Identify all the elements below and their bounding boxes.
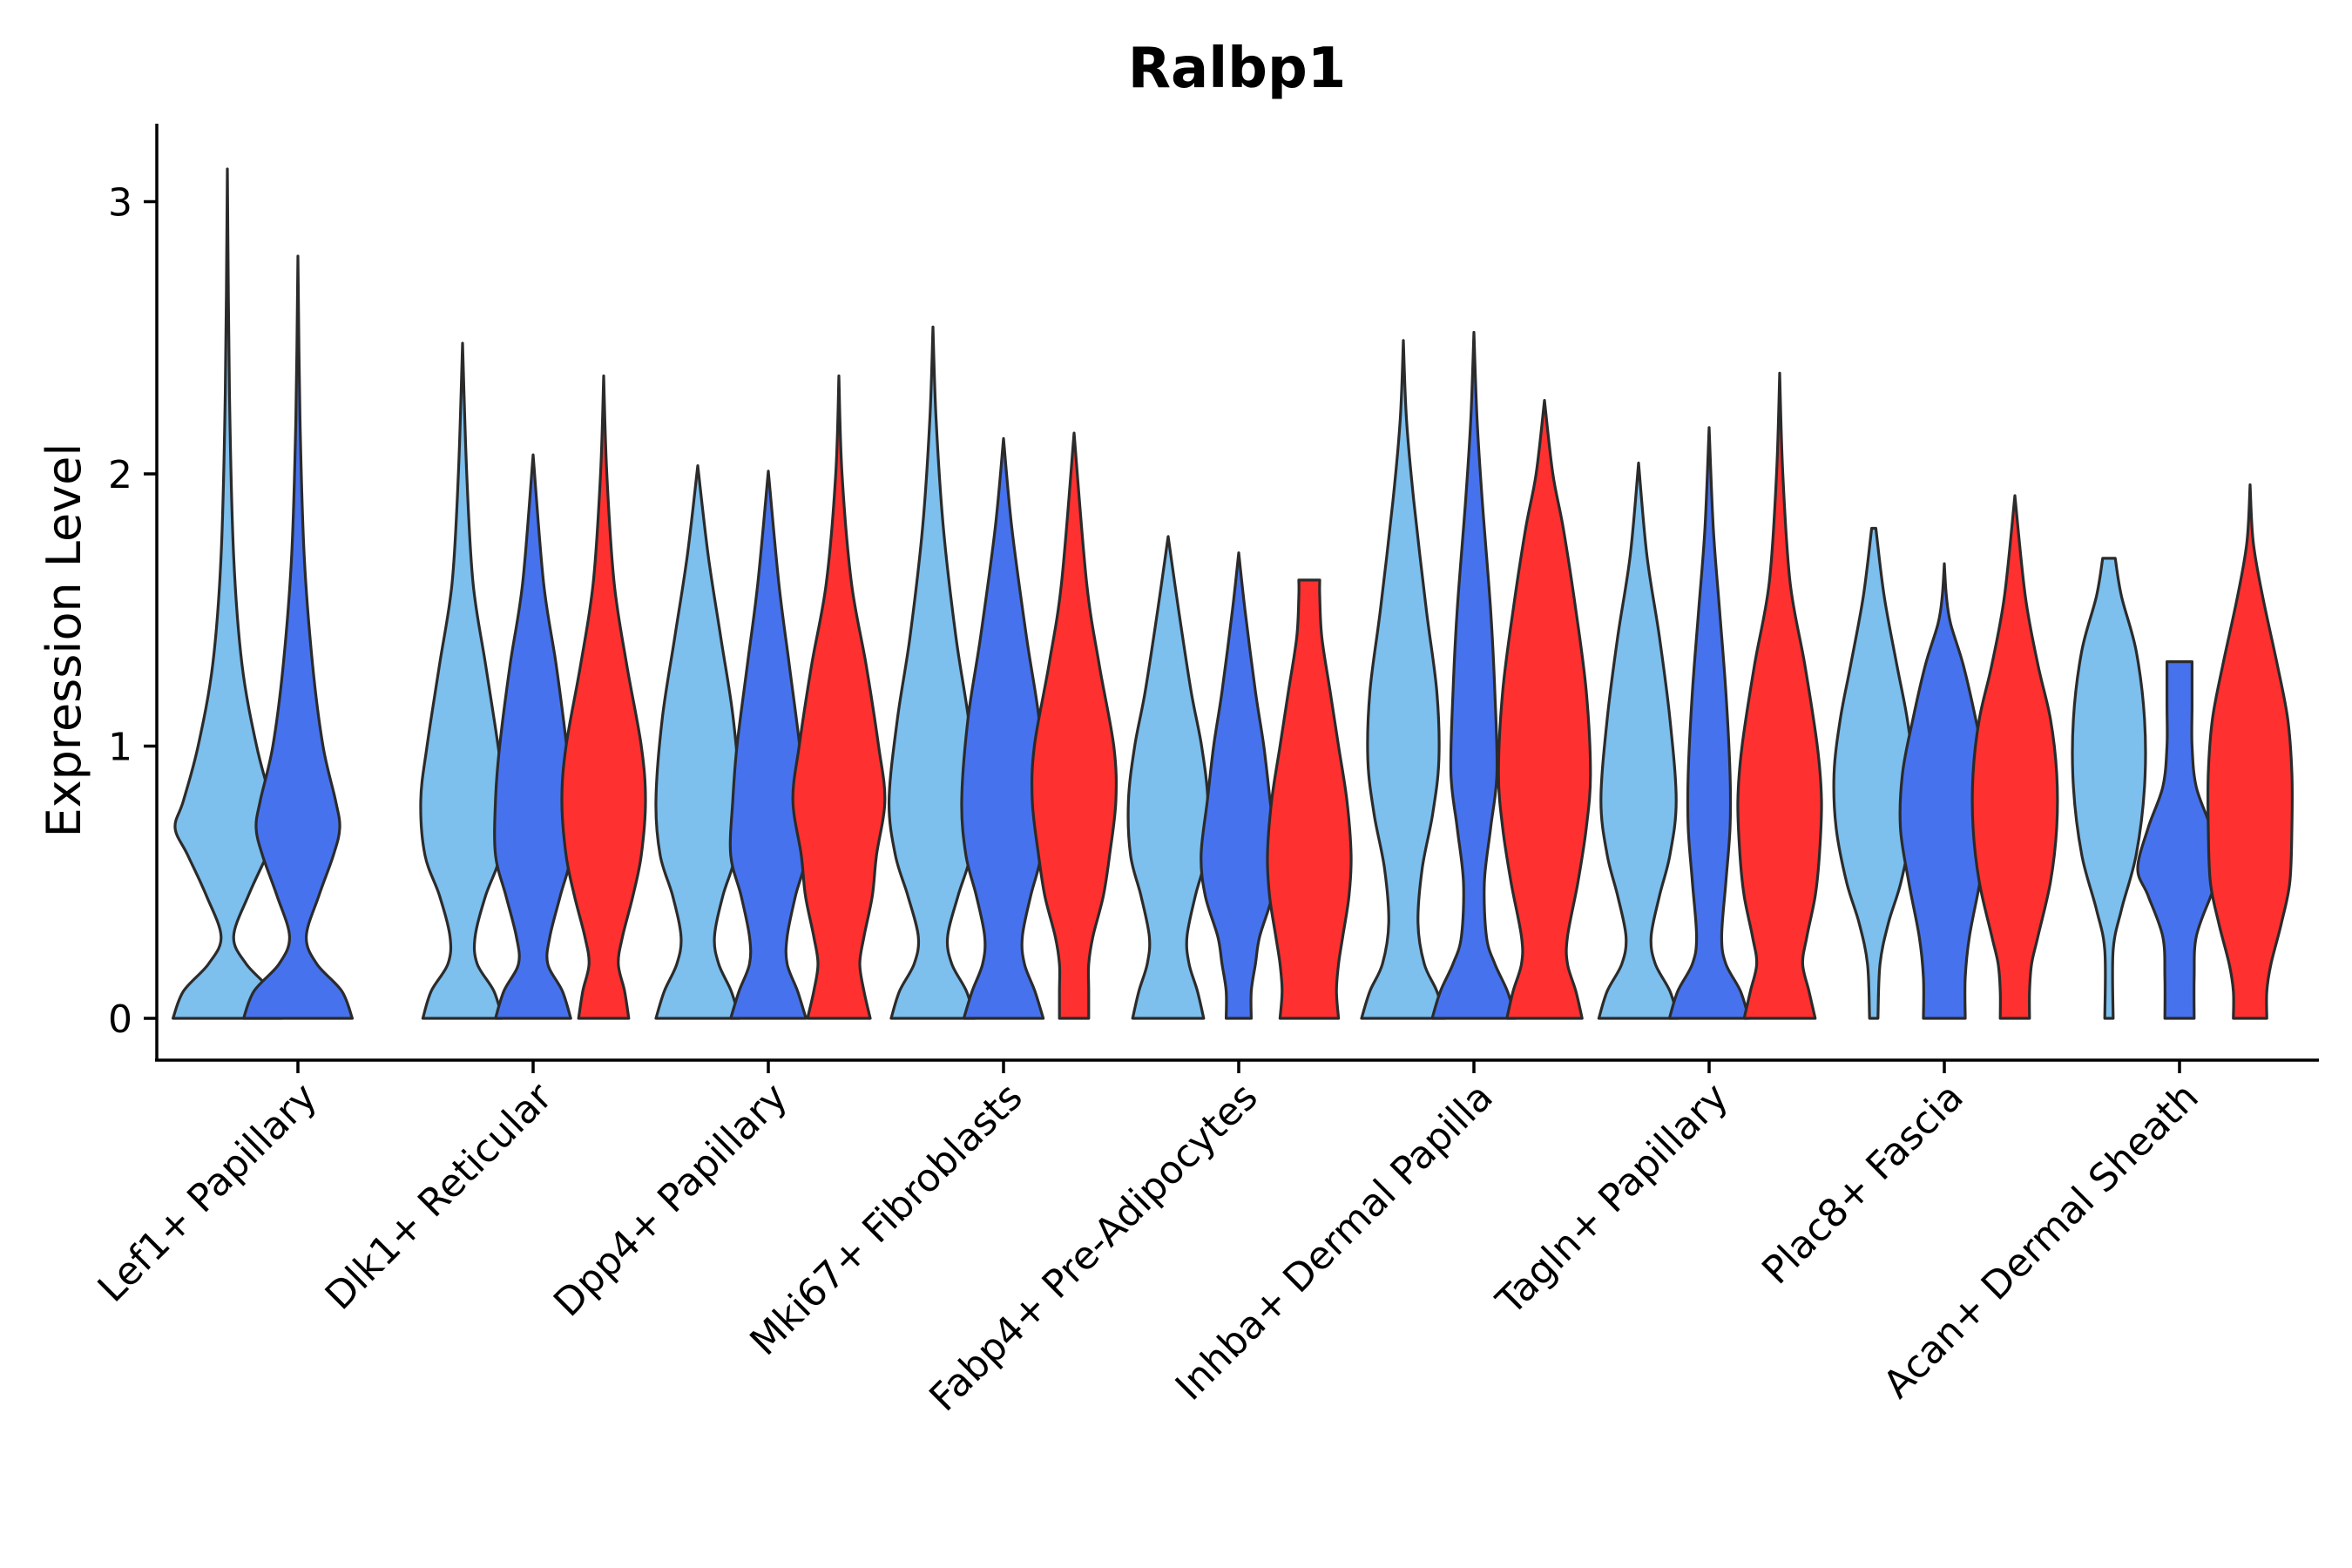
- violin-mki67-fibroblasts-group-3: [1030, 431, 1119, 1020]
- violin-dpp4-papillary-group-3: [791, 374, 887, 1020]
- violin-tagln-papillary-group-1: [1597, 461, 1680, 1020]
- violin-group: [172, 167, 2295, 1020]
- violin-acan-dermal-sheath-group-2: [2136, 660, 2223, 1020]
- y-tick-label: 1: [108, 726, 132, 770]
- y-tick-label: 2: [108, 453, 132, 497]
- violin-dlk1-reticular-group-2: [493, 453, 573, 1020]
- violin-acan-dermal-sheath-group-1: [2071, 557, 2147, 1020]
- violin-dpp4-papillary-group-2: [728, 470, 808, 1020]
- violin-acan-dermal-sheath-group-3: [2206, 483, 2295, 1020]
- violin-lef1-papillary-group-1: [172, 167, 283, 1020]
- violin-tagln-papillary-group-3: [1736, 371, 1823, 1020]
- y-ticks: 0 1 2 3: [108, 181, 157, 1042]
- x-tick-label: Plac8+ Fascia: [1754, 1075, 1972, 1294]
- violin-dlk1-reticular-group-3: [560, 374, 647, 1020]
- y-axis-label: Expression Level: [37, 443, 91, 838]
- violin-inhba-dermal-papilla-group-1: [1360, 339, 1447, 1020]
- violin-plac8-fascia-group-3: [1970, 494, 2059, 1020]
- violin-mki67-fibroblasts-group-2: [960, 436, 1047, 1020]
- chart-title: Ralbp1: [1128, 37, 1347, 101]
- y-tick-label: 0: [108, 997, 132, 1042]
- violin-dlk1-reticular-group-1: [419, 341, 506, 1020]
- violin-fabp4-pre-adipocytes-group-3: [1266, 578, 1353, 1020]
- axes: [155, 124, 2319, 1062]
- x-tick-label: Tagln+ Papillary: [1488, 1075, 1737, 1324]
- violin-lef1-papillary-group-2: [242, 254, 354, 1020]
- x-tick-label: Lef1+ Papillary: [90, 1075, 326, 1311]
- violin-fabp4-pre-adipocytes-group-2: [1200, 551, 1278, 1020]
- violin-inhba-dermal-papilla-group-3: [1497, 399, 1592, 1020]
- violin-fabp4-pre-adipocytes-group-1: [1126, 535, 1210, 1020]
- y-tick-label: 3: [108, 181, 132, 226]
- violin-plac8-fascia-group-1: [1832, 526, 1916, 1020]
- x-tick-label: Dpp4+ Papillary: [545, 1075, 796, 1326]
- violin-tagln-papillary-group-2: [1667, 426, 1751, 1020]
- violin-inhba-dermal-papilla-group-2: [1430, 330, 1517, 1020]
- x-tick-label: Dlk1+ Reticular: [317, 1074, 562, 1319]
- violin-dpp4-papillary-group-1: [654, 464, 741, 1020]
- violin-mki67-fibroblasts-group-1: [887, 325, 979, 1020]
